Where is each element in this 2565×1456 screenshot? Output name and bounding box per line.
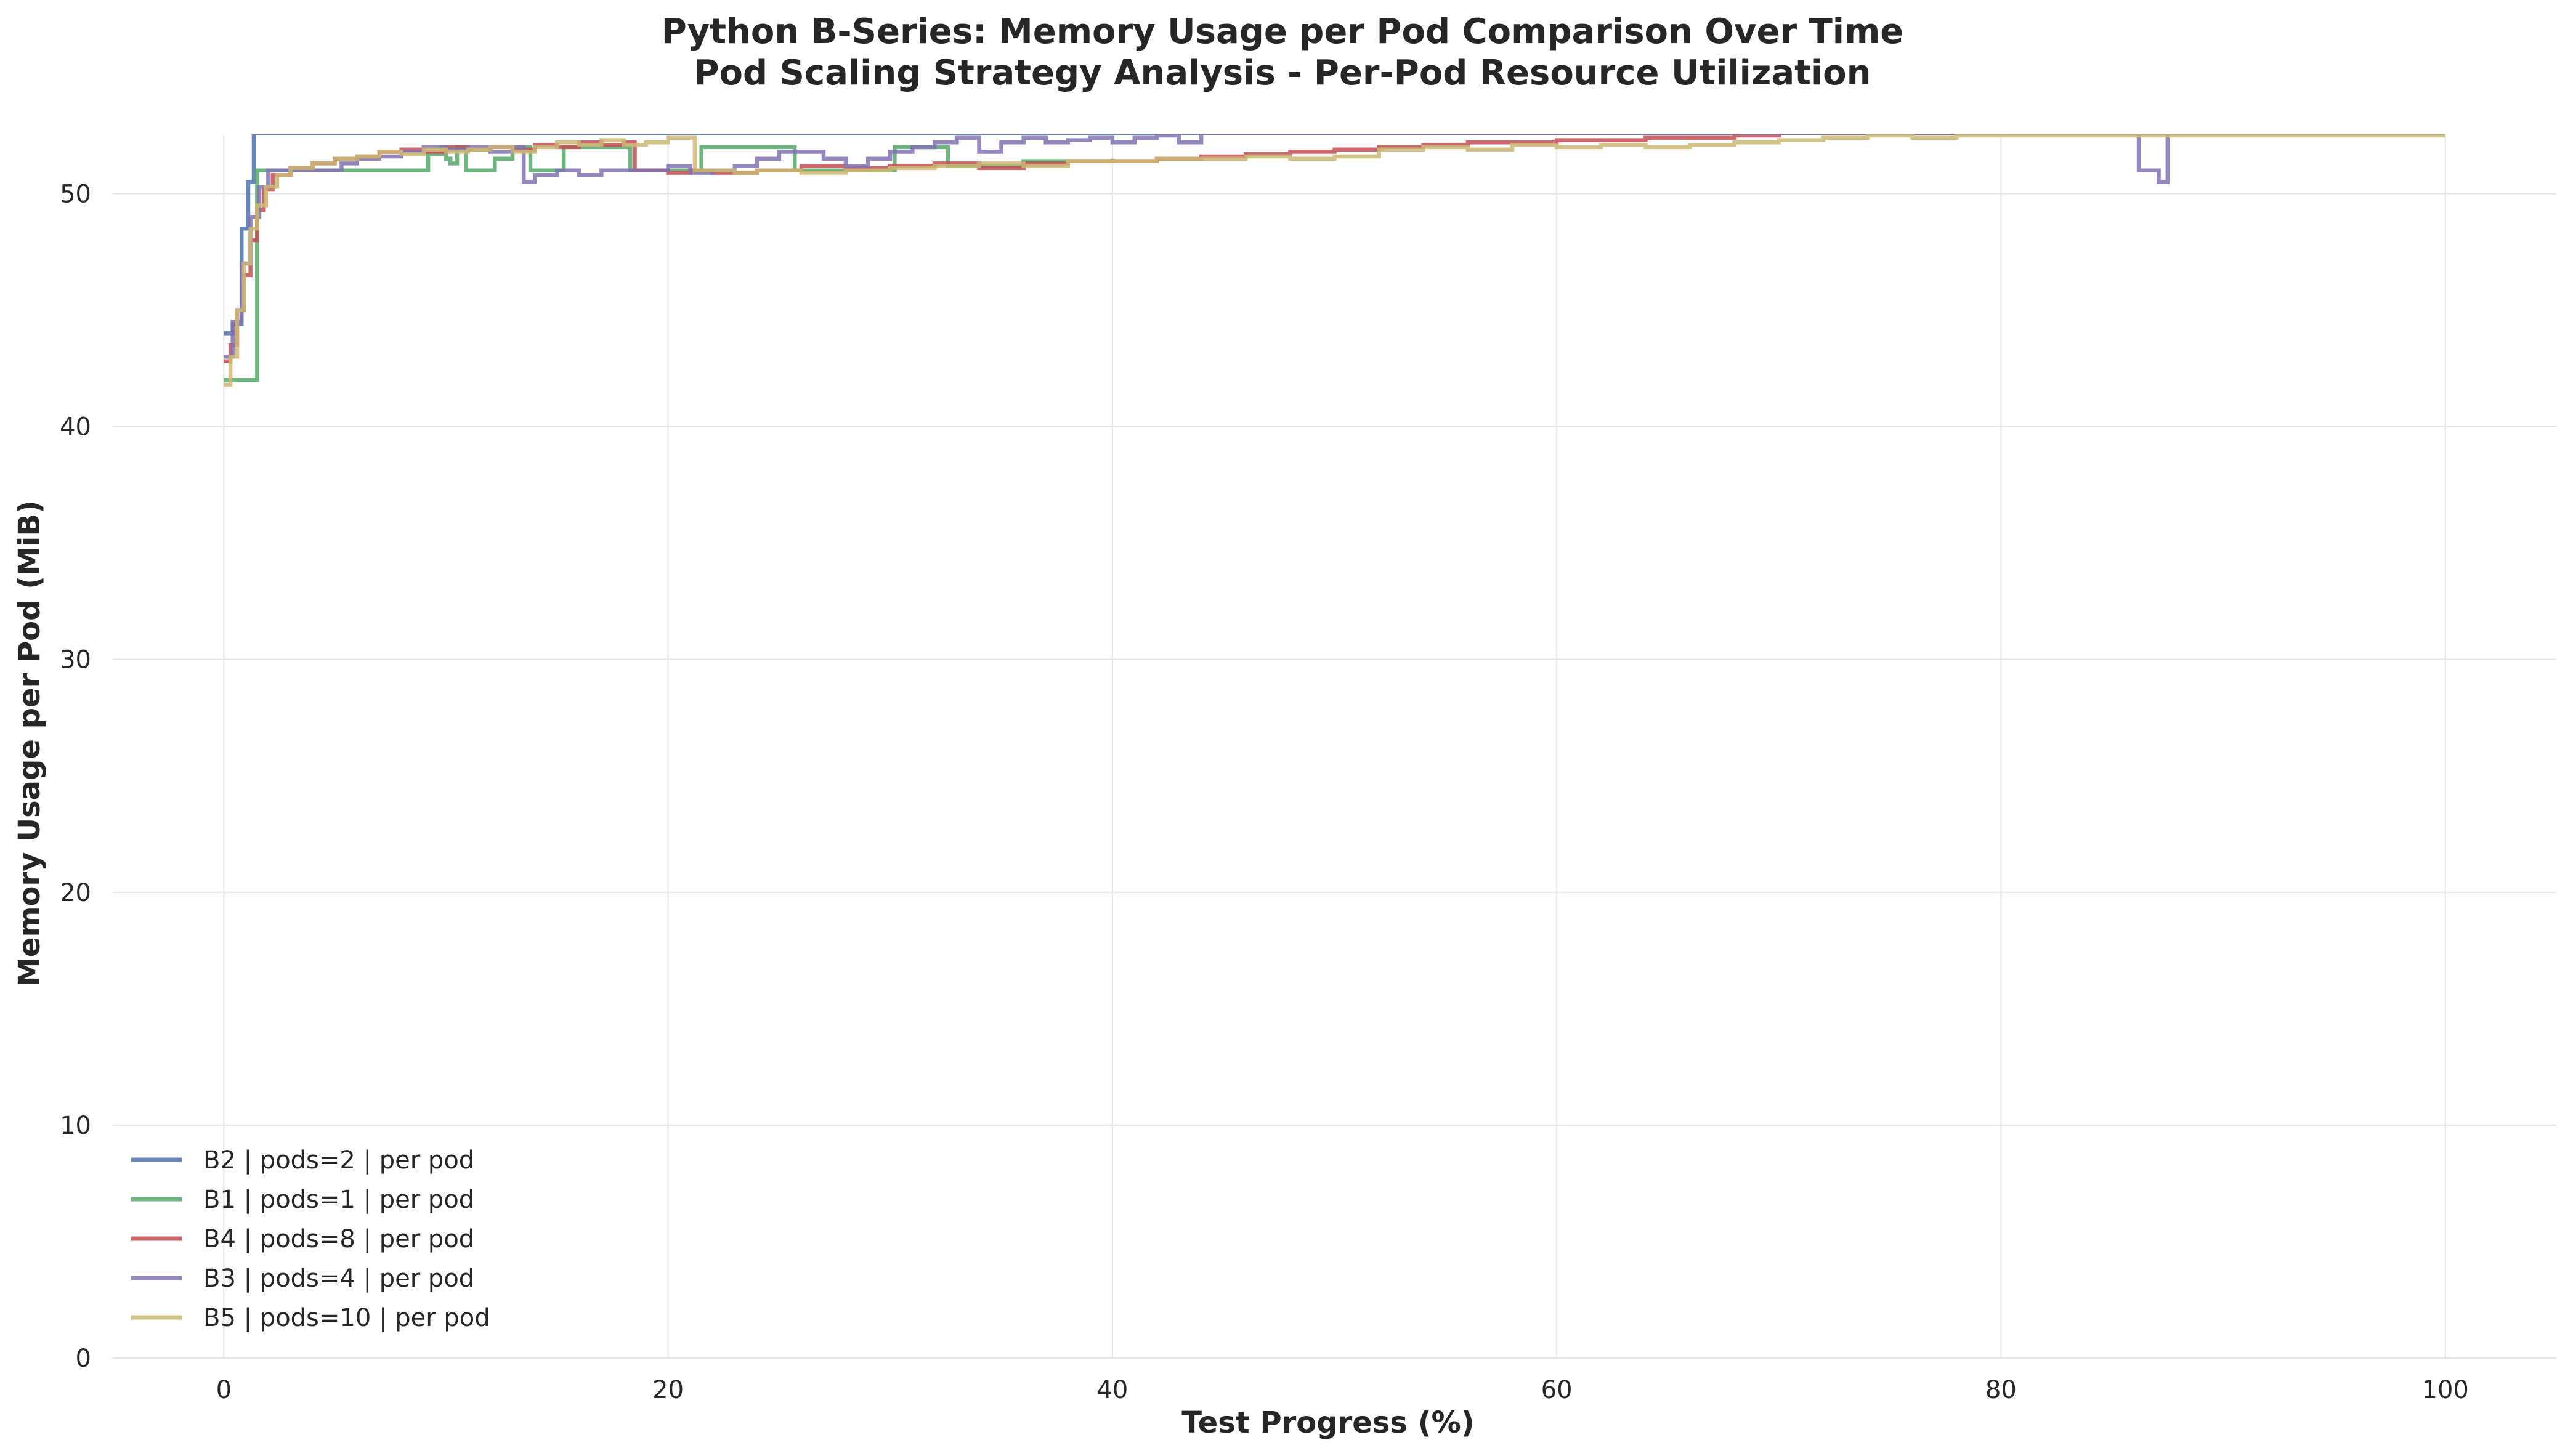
x-tick-label-1: 20 [652,1376,684,1404]
y-tick-label-2: 20 [60,879,91,907]
legend-label-3: B3 | pods=4 | per pod [203,1264,474,1293]
chart-title: Python B-Series: Memory Usage per Pod Co… [662,12,1904,52]
series-line-4 [224,134,2445,387]
y-tick-label-4: 40 [60,413,91,442]
x-tick-label-5: 100 [2422,1376,2469,1404]
x-tick-label-4: 80 [1985,1376,2017,1404]
legend-label-0: B2 | pods=2 | per pod [203,1146,474,1175]
legend-label-1: B1 | pods=1 | per pod [203,1186,474,1214]
y-tick-label-0: 0 [76,1345,91,1373]
y-tick-label-3: 30 [60,646,91,674]
y-axis-label: Memory Usage per Pod (MiB) [12,500,47,987]
chart-subtitle: Pod Scaling Strategy Analysis - Per-Pod … [694,53,1871,93]
legend: B2 | pods=2 | per pod B1 | pods=1 | per p… [131,1146,490,1332]
legend-label-4: B5 | pods=10 | per pod [203,1304,490,1332]
legend-label-2: B4 | pods=8 | per pod [203,1225,474,1253]
series-lines [224,134,2445,387]
series-line-3 [224,134,2445,359]
series-line-0 [224,134,2445,336]
grid [113,135,2556,1359]
y-tick-label-1: 10 [60,1112,91,1140]
axis-ticks: 0 20 40 60 80 100 0 10 20 30 40 50 [60,180,2469,1404]
x-axis-label: Test Progress (%) [1181,1405,1474,1440]
x-tick-label-3: 60 [1541,1376,1573,1404]
x-tick-label-0: 0 [216,1376,232,1404]
y-tick-label-5: 50 [60,180,91,209]
series-line-2 [224,134,2445,364]
x-tick-label-2: 40 [1096,1376,1128,1404]
